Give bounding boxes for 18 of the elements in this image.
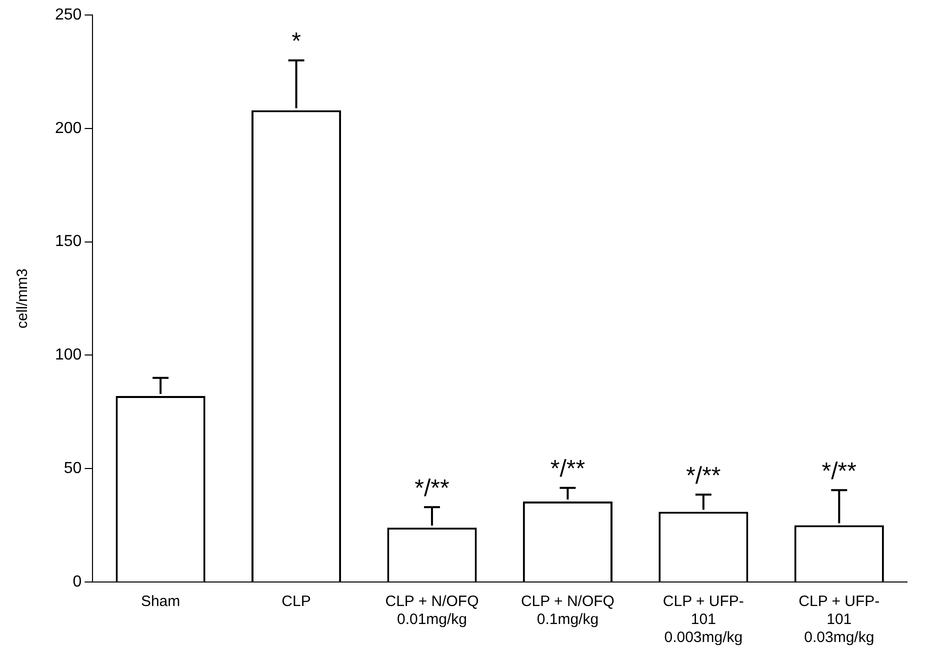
annotation: */** <box>414 474 450 502</box>
y-tick-label: 200 <box>54 120 82 137</box>
x-tick-label: CLP <box>282 593 311 610</box>
x-tick-label: CLP + UFP- 101 0.03mg/kg <box>798 593 880 646</box>
y-tick-label: 100 <box>54 346 82 364</box>
x-tick-label: CLP + N/OFQ 0.01mg/kg <box>385 593 479 628</box>
y-tick-label: 250 <box>54 6 82 24</box>
y-axis-title: cell/mm3 <box>14 268 32 329</box>
annotation: */** <box>686 462 721 490</box>
y-tick-label: 0 <box>72 573 82 590</box>
y-tick-label: 50 <box>64 460 82 478</box>
annotation: */** <box>550 456 586 483</box>
x-tick-label: CLP + N/OFQ 0.1mg/kg <box>520 593 614 628</box>
x-tick-label: CLP + UFP- 101 0.003mg/kg <box>662 593 744 646</box>
y-tick-label: 150 <box>54 233 82 250</box>
annotation: */** <box>822 458 856 485</box>
annotation: * <box>292 28 301 55</box>
x-tick-label: Sham <box>140 593 180 610</box>
